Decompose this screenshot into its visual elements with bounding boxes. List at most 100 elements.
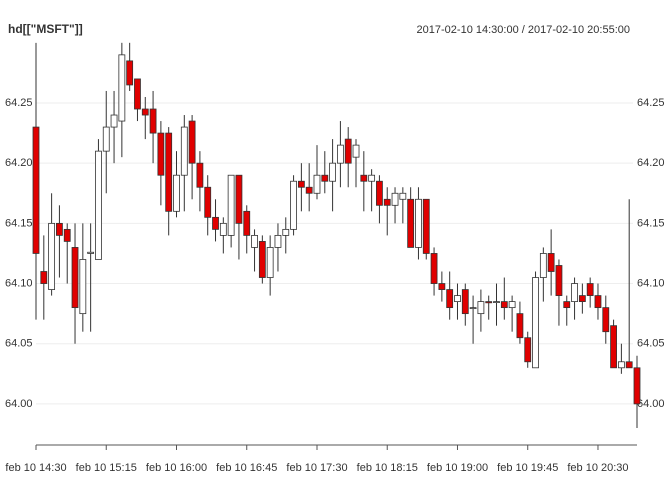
candle-body (118, 54, 126, 122)
y-tick-label: 64.05 (5, 338, 33, 350)
candle-body (313, 174, 321, 194)
candle-body (547, 253, 555, 272)
candle-body (493, 301, 500, 304)
x-tick-label: feb 10 15:15 (76, 462, 137, 474)
candle-body (508, 301, 516, 309)
x-tick-label: feb 10 20:30 (567, 462, 628, 474)
candle-body (149, 108, 157, 134)
candle-body (274, 234, 282, 248)
candle-body (227, 174, 235, 236)
x-tick-label: feb 10 18:15 (357, 462, 418, 474)
candle-body (422, 198, 430, 254)
y-tick-label-right: 64.20 (637, 157, 665, 169)
y-tick-label: 64.10 (5, 277, 33, 289)
candle-body (173, 174, 180, 212)
candle-body (461, 289, 469, 315)
candle-body (571, 283, 578, 302)
candle-body (602, 307, 610, 333)
candle-body (391, 192, 399, 206)
candle-body (71, 247, 79, 309)
chart-subtitle: 2017-02-10 14:30:00 / 2017-02-10 20:55:0… (417, 24, 630, 36)
candle-body (110, 114, 118, 128)
candle-body (305, 186, 313, 194)
x-tick-label: feb 10 16:45 (216, 462, 277, 474)
candle-body (594, 295, 602, 309)
candle-body (610, 325, 617, 369)
candle-body (329, 162, 336, 182)
candle-body (63, 228, 71, 242)
x-tick-label: feb 10 19:00 (427, 462, 488, 474)
candle-body (204, 186, 212, 218)
candle-body (48, 222, 56, 290)
candle-body (266, 247, 274, 278)
candle-body (477, 301, 485, 315)
candle-body (258, 241, 266, 278)
candle-body (282, 228, 290, 236)
candle-body (555, 265, 563, 296)
candle-body (399, 192, 407, 200)
candle-body (415, 198, 422, 248)
candle-body (321, 174, 329, 182)
candle-body (438, 283, 446, 290)
y-tick-label: 64.15 (5, 217, 33, 229)
x-tick-label: feb 10 19:45 (497, 462, 558, 474)
y-tick-label-right: 64.15 (637, 217, 665, 229)
candle-body (134, 78, 141, 110)
candle-body (126, 60, 134, 86)
candle-body (32, 126, 40, 254)
candle-body (290, 180, 297, 230)
candle-body (368, 174, 376, 182)
candle-body (251, 234, 258, 248)
candle-body (87, 251, 95, 254)
y-tick-label-right: 64.00 (637, 398, 665, 410)
x-tick-label: feb 10 14:30 (5, 462, 66, 474)
candle-body (446, 289, 454, 309)
candle-body (212, 216, 219, 230)
candle-body (516, 313, 524, 339)
x-tick-label: feb 10 16:00 (146, 462, 207, 474)
candle-body (337, 144, 344, 164)
candle-body (578, 295, 586, 302)
candle-body (407, 198, 415, 248)
candle-body (532, 277, 539, 369)
candle-body (196, 162, 204, 188)
candle-body (235, 174, 243, 224)
chart-title: hd[["MSFT"]] (8, 22, 83, 36)
candle-body (430, 253, 438, 284)
y-tick-label: 64.00 (5, 398, 33, 410)
candle-body (633, 367, 641, 405)
candle-body (625, 361, 633, 369)
candle-body (469, 307, 477, 310)
candle-body (165, 132, 173, 212)
candle-body (563, 301, 571, 309)
candle-body (157, 132, 165, 176)
candle-body (243, 210, 251, 236)
candle-body (352, 144, 360, 158)
y-tick-label-right: 64.10 (637, 277, 665, 289)
candle-body (40, 271, 48, 284)
candle-body (102, 126, 110, 152)
candle-body (180, 126, 188, 176)
candle-body (454, 295, 461, 302)
candle-body (500, 301, 508, 309)
candle-body (344, 138, 352, 164)
y-tick-label: 64.25 (5, 97, 33, 109)
candle-body (79, 259, 87, 315)
candle-body (56, 222, 63, 236)
candle-body (360, 174, 368, 182)
candle-body (95, 150, 102, 260)
candle-body (383, 198, 391, 206)
candle-body (485, 301, 493, 304)
x-tick-label: feb 10 17:30 (286, 462, 347, 474)
candle-body (586, 283, 594, 296)
y-tick-label-right: 64.05 (637, 338, 665, 350)
candle-body (188, 120, 196, 164)
candle-body (219, 222, 227, 236)
candle-body (539, 253, 547, 278)
y-tick-label: 64.20 (5, 157, 33, 169)
candle-body (376, 180, 383, 206)
y-tick-label-right: 64.25 (637, 97, 665, 109)
candle-body (617, 361, 625, 369)
candle-body (524, 337, 532, 363)
